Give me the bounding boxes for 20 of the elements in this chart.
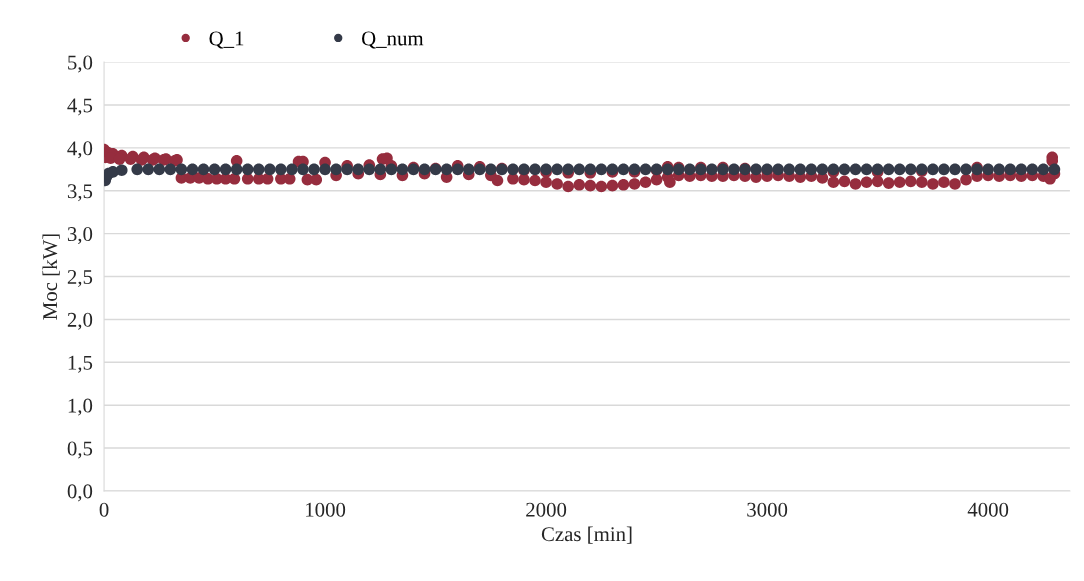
y-tick-label: 3,0 [67,227,93,245]
y-tick-label: 4,0 [67,141,93,159]
y-tick-label: 5,0 [68,55,93,73]
y-tick-label: 2,5 [67,269,93,287]
x-tick-label: 0 [99,502,109,517]
x-tick-label: 1000 [306,502,346,517]
y-tick-label: 1,5 [68,355,93,373]
x-tick-label: 2000 [526,502,567,517]
x-tick-label: 4000 [967,502,1009,517]
x-tick-label: 3000 [747,502,788,517]
y-tick-label: 4,5 [67,98,93,116]
y-tick-label: 0,0 [67,484,93,502]
y-tick-label: 2,0 [67,312,93,330]
y-tick-label: 3,5 [67,184,93,202]
legend-label: Q_1 [209,31,244,49]
y-axis-title: Moc [kW] [42,234,60,320]
x-axis-title: Czas [min] [541,526,632,544]
legend-label: Q_num [362,31,424,49]
y-tick-label: 1,0 [68,398,93,416]
y-tick-label: 0,5 [67,441,93,459]
